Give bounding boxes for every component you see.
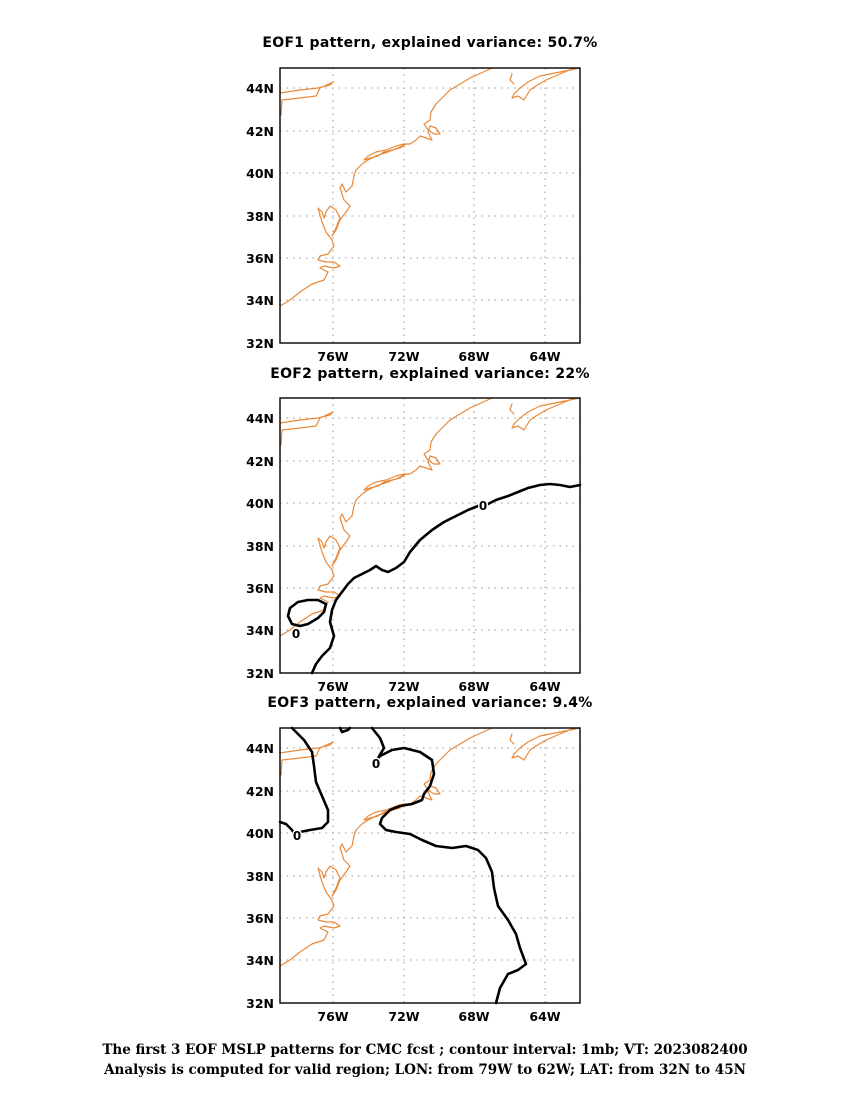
lon-tick: 64W xyxy=(529,679,560,694)
lat-tick: 44N xyxy=(246,411,274,426)
eof3-map: 0 0 44N 42N 40N 38N 36N 34N 32N 76W 72W … xyxy=(246,726,581,1024)
panel-2-title: EOF2 pattern, explained variance: 22% xyxy=(270,366,590,382)
lat-tick: 36N xyxy=(246,251,274,266)
lon-tick-labels: 76W 72W 68W 64W xyxy=(317,1009,560,1024)
map-frame xyxy=(279,397,581,674)
lon-tick: 72W xyxy=(388,349,419,364)
caption-line-1: The first 3 EOF MSLP patterns for CMC fc… xyxy=(102,1042,748,1058)
eof1-map: 44N 42N 40N 38N 36N 34N 32N 76W 72W 68W … xyxy=(246,67,581,364)
lat-tick: 44N xyxy=(246,81,274,96)
caption-line-2: Analysis is computed for valid region; L… xyxy=(104,1062,746,1078)
map-frame xyxy=(279,67,581,344)
lat-tick: 34N xyxy=(246,623,274,638)
panel-3-title: EOF3 pattern, explained variance: 9.4% xyxy=(267,695,593,711)
lon-tick: 72W xyxy=(388,1009,419,1024)
contour-label: 0 xyxy=(292,627,300,641)
coastline xyxy=(279,727,581,967)
lon-tick-labels: 76W 72W 68W 64W xyxy=(317,349,560,364)
lon-tick: 64W xyxy=(529,1009,560,1024)
lon-tick: 76W xyxy=(317,1009,348,1024)
lat-tick: 40N xyxy=(246,496,274,511)
grid-lines xyxy=(280,728,580,1003)
lat-tick: 38N xyxy=(246,539,274,554)
contour-label: 0 xyxy=(372,757,380,771)
map-frame xyxy=(279,727,581,1004)
lat-tick: 42N xyxy=(246,124,274,139)
eof2-map: 0 0 44N 42N 40N 38N 36N 34N 32N 76W 72W … xyxy=(246,397,582,694)
lat-tick-labels: 44N 42N 40N 38N 36N 34N 32N xyxy=(246,741,274,1011)
coastline xyxy=(279,67,581,307)
contour-label: 0 xyxy=(293,829,301,843)
lat-tick: 38N xyxy=(246,209,274,224)
lat-tick: 36N xyxy=(246,911,274,926)
zero-contour xyxy=(286,482,582,675)
lat-tick: 34N xyxy=(246,293,274,308)
lat-tick-labels: 44N 42N 40N 38N 36N 34N 32N xyxy=(246,81,274,351)
panel-1-title: EOF1 pattern, explained variance: 50.7% xyxy=(262,35,598,51)
grid-lines xyxy=(280,398,580,673)
lon-tick: 72W xyxy=(388,679,419,694)
lon-tick: 76W xyxy=(317,679,348,694)
lat-tick: 32N xyxy=(246,666,274,681)
lon-tick: 64W xyxy=(529,349,560,364)
lat-tick: 42N xyxy=(246,454,274,469)
lon-tick: 68W xyxy=(458,1009,489,1024)
lon-tick: 76W xyxy=(317,349,348,364)
lat-tick: 38N xyxy=(246,869,274,884)
lat-tick: 40N xyxy=(246,166,274,181)
lon-tick-labels: 76W 72W 68W 64W xyxy=(317,679,560,694)
lat-tick: 32N xyxy=(246,996,274,1011)
grid-lines xyxy=(280,68,580,343)
lat-tick: 42N xyxy=(246,784,274,799)
lat-tick: 36N xyxy=(246,581,274,596)
lat-tick: 34N xyxy=(246,953,274,968)
lon-tick: 68W xyxy=(458,679,489,694)
lat-tick: 32N xyxy=(246,336,274,351)
coastline xyxy=(279,397,581,637)
lat-tick-labels: 44N 42N 40N 38N 36N 34N 32N xyxy=(246,411,274,681)
contour-label: 0 xyxy=(479,499,487,513)
lat-tick: 40N xyxy=(246,826,274,841)
lat-tick: 44N xyxy=(246,741,274,756)
lon-tick: 68W xyxy=(458,349,489,364)
zero-contour xyxy=(278,726,528,1005)
